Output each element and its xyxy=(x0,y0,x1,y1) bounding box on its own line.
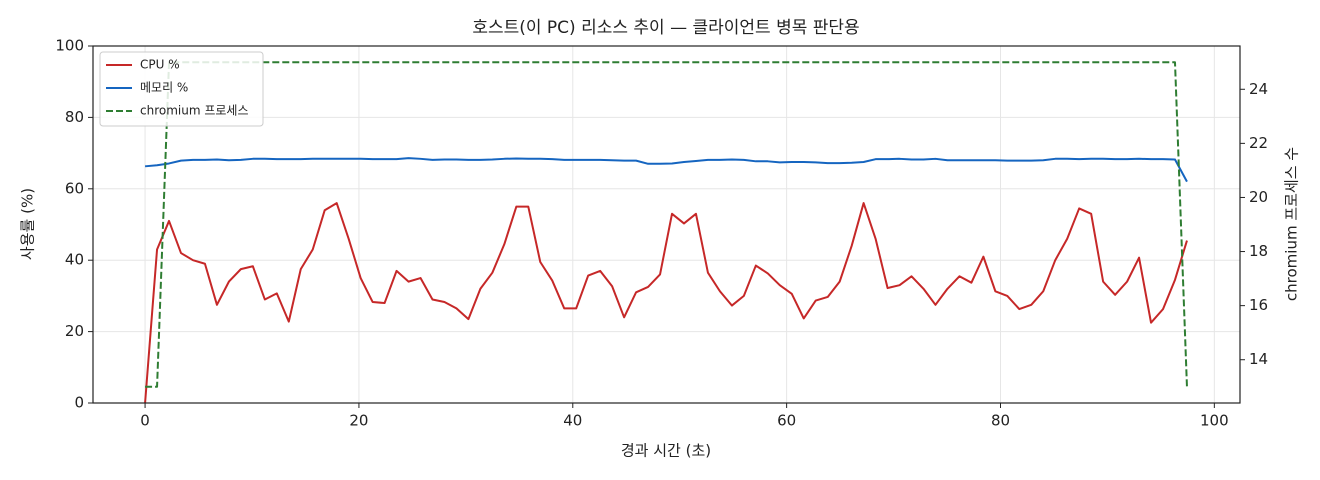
y2-tick-label: 18 xyxy=(1249,242,1268,260)
x-tick-label: 20 xyxy=(349,412,368,430)
y-axis-label: 사용률 (%) xyxy=(19,188,37,260)
chart-title: 호스트(이 PC) 리소스 추이 — 클라이언트 병목 판단용 xyxy=(472,18,859,38)
y2-axis-label: chromium 프로세스 수 xyxy=(1283,147,1301,301)
y-tick-label: 100 xyxy=(55,37,84,55)
y2-tick-label: 16 xyxy=(1249,296,1268,314)
y-tick-label: 80 xyxy=(65,108,84,126)
y-tick-label: 20 xyxy=(65,322,84,340)
x-axis-label: 경과 시간 (초) xyxy=(621,442,711,460)
x-tick-label: 100 xyxy=(1200,412,1229,430)
y-tick-label: 0 xyxy=(74,394,84,412)
legend-label: chromium 프로세스 xyxy=(140,104,249,118)
y-tick-label: 60 xyxy=(65,179,84,197)
series-line xyxy=(144,202,1188,404)
x-tick-label: 0 xyxy=(140,412,150,430)
legend-label: 메모리 % xyxy=(140,81,188,95)
y-tick-label: 40 xyxy=(65,251,84,269)
legend-label: CPU % xyxy=(140,58,180,72)
legend: CPU % 메모리 % chromium 프로세스 xyxy=(99,51,264,127)
x-tick-label: 60 xyxy=(777,412,796,430)
y2-tick-label: 20 xyxy=(1249,188,1268,206)
x-tick-label: 80 xyxy=(991,412,1010,430)
legend-box xyxy=(99,51,264,127)
y2-tick-label: 22 xyxy=(1249,134,1268,152)
series-line xyxy=(145,61,1188,388)
plot-frame xyxy=(92,45,1241,404)
x-tick-label: 40 xyxy=(563,412,582,430)
y2-tick-label: 24 xyxy=(1249,80,1268,98)
series-line xyxy=(144,157,1188,183)
y2-tick-label: 14 xyxy=(1249,350,1268,368)
